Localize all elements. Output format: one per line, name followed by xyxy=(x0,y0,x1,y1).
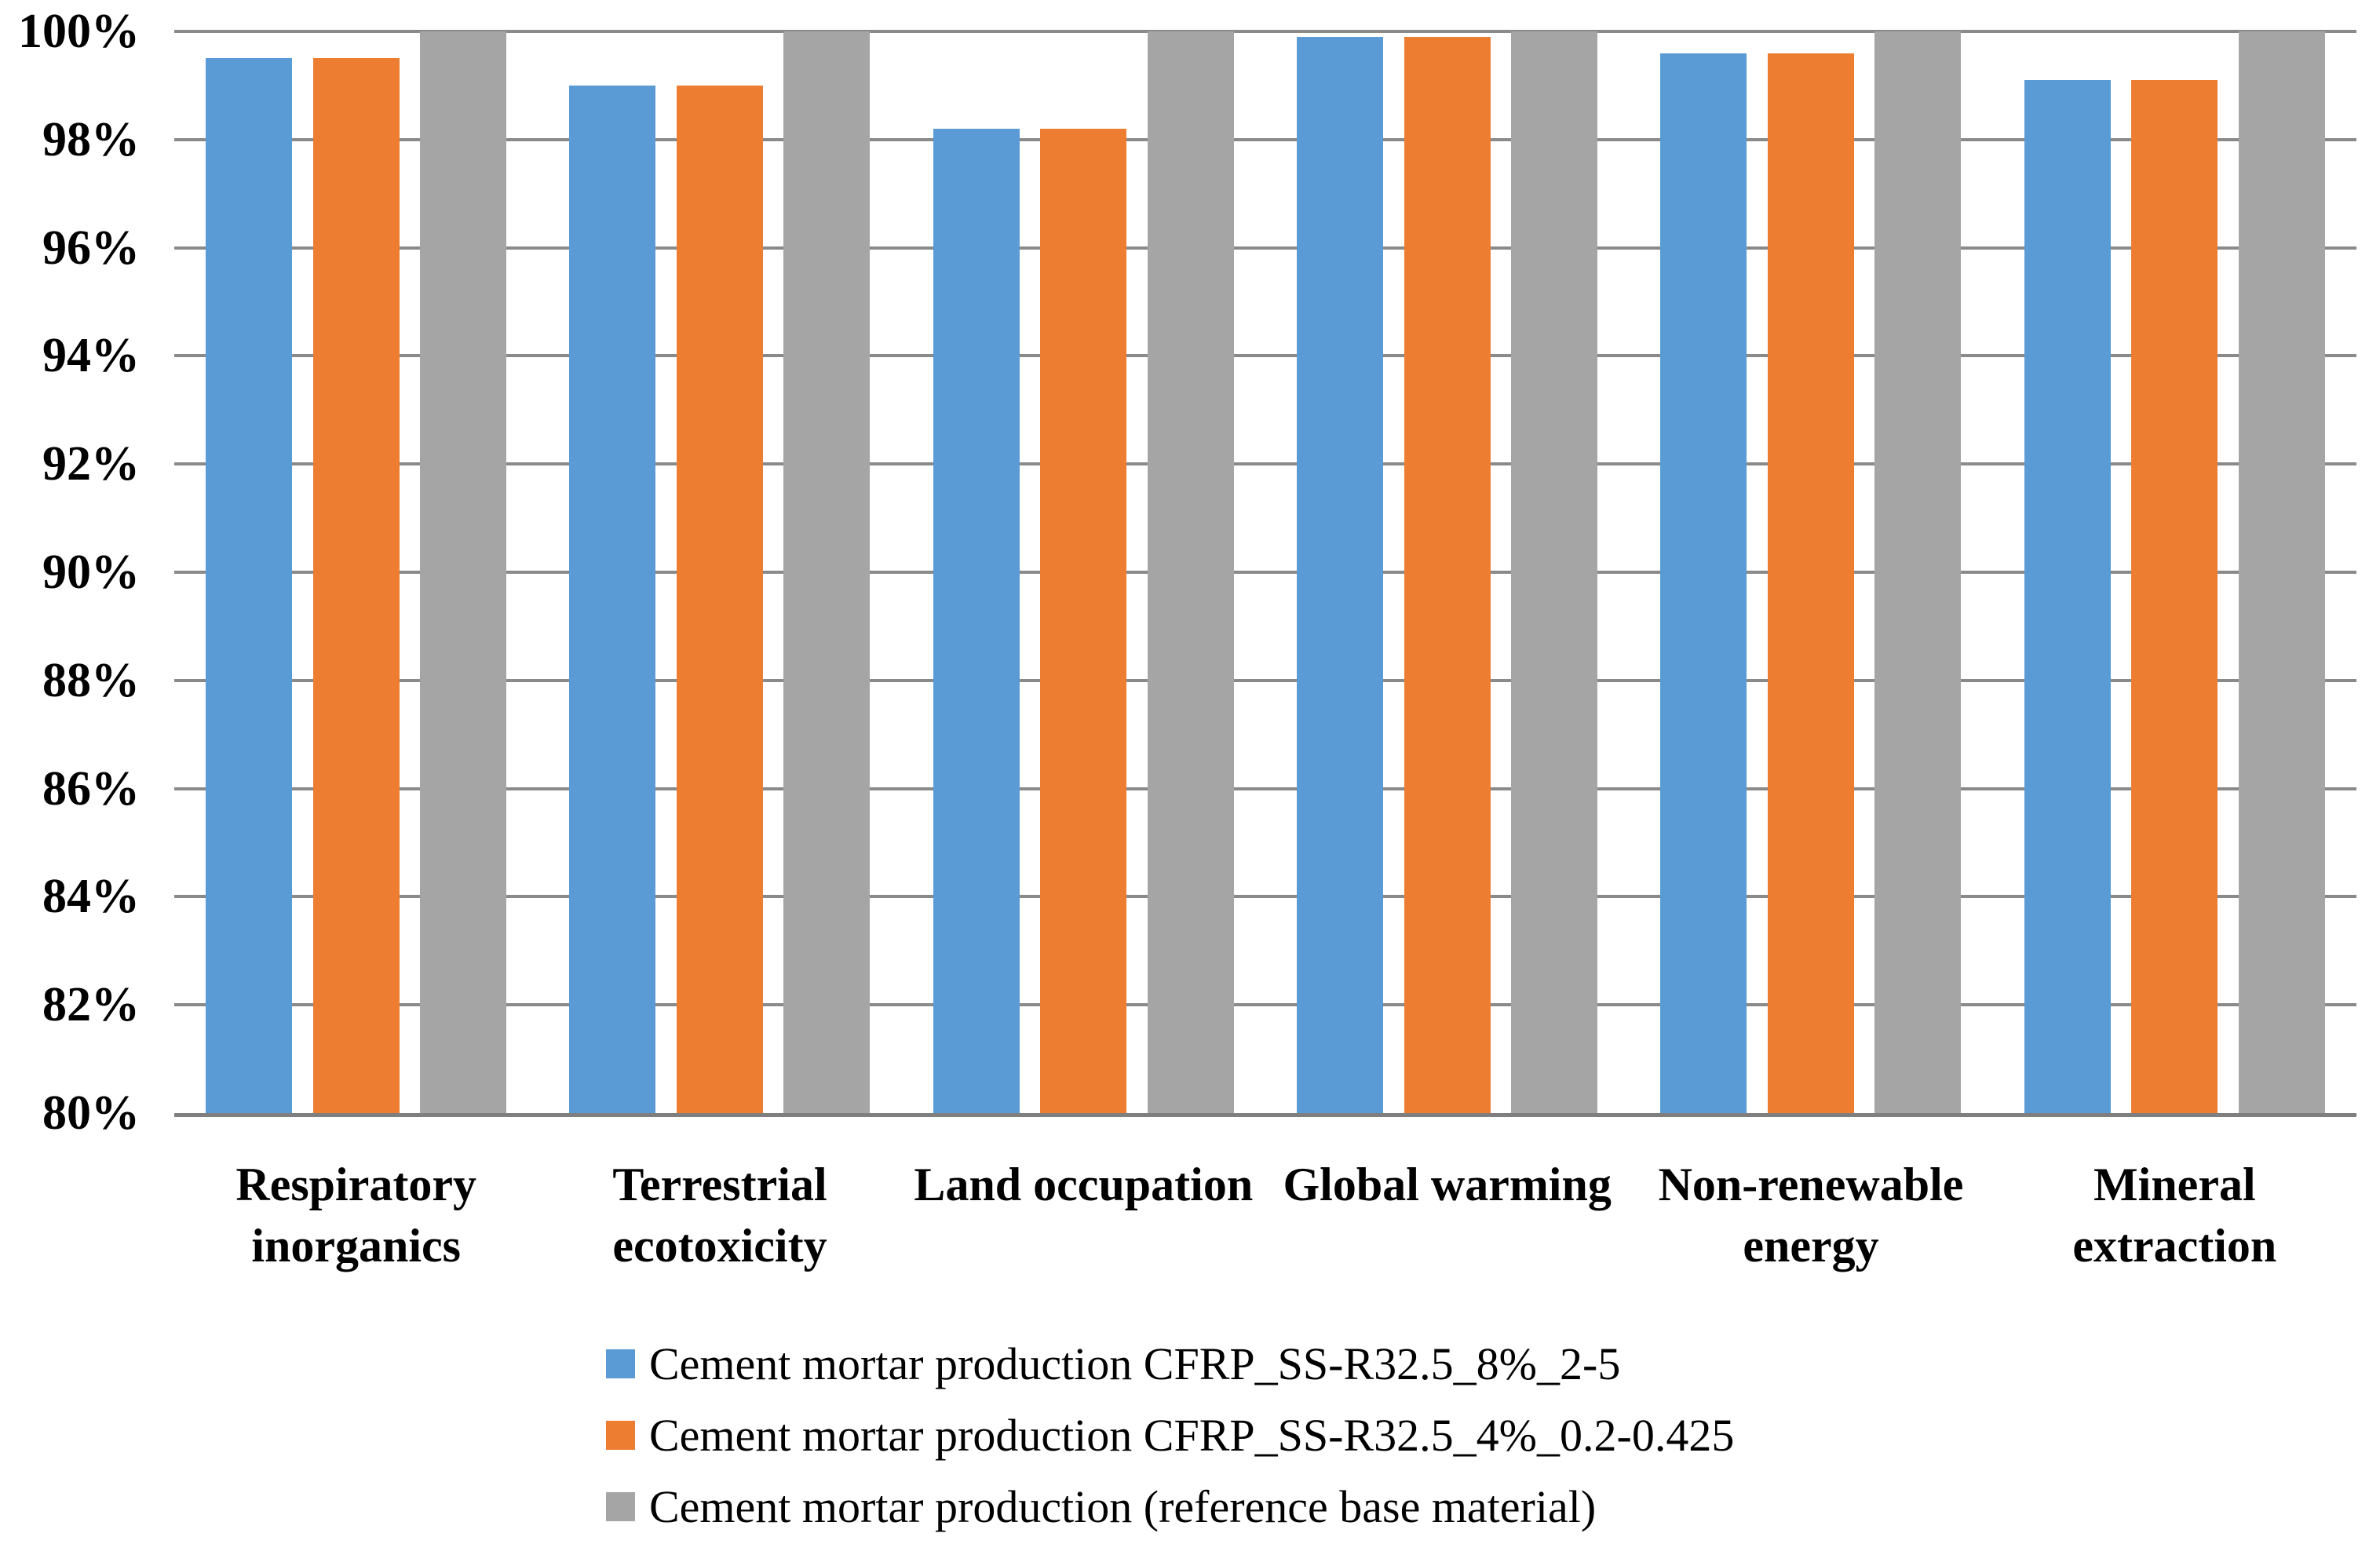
x-axis-category-label: Respiratory inorganics xyxy=(235,1159,476,1272)
legend-item: Cement mortar production CFRP_SS-R32.5_8… xyxy=(606,1328,1734,1400)
y-axis-tick-label: 100% xyxy=(18,5,140,58)
y-axis-tick-label: 82% xyxy=(42,978,140,1032)
y-axis-tick-label: 86% xyxy=(42,761,140,816)
gridline xyxy=(174,895,2356,899)
y-axis-tick-label: 80% xyxy=(42,1086,140,1140)
bar-series-2-category-2 xyxy=(676,85,763,1113)
bar-series-3-category-3 xyxy=(1147,31,1234,1113)
gridline xyxy=(174,787,2356,790)
gridline xyxy=(174,354,2356,358)
gridline xyxy=(174,571,2356,574)
gridline xyxy=(174,678,2356,682)
legend-swatch-icon xyxy=(606,1421,635,1450)
y-axis-tick-label: 84% xyxy=(42,870,140,924)
y-axis: 100% 98% 96% 94% 92% 90% 88% 86% 84% 82% 80% xyxy=(0,0,140,1544)
bar-series-2-category-1 xyxy=(312,58,400,1113)
legend-label: Cement mortar production CFRP_SS-R32.5_4… xyxy=(649,1410,1735,1461)
bar-series-3-category-4 xyxy=(1511,31,1597,1113)
x-axis-category-label: Terrestrial ecotoxicity xyxy=(612,1159,827,1272)
bar-series-2-category-4 xyxy=(1404,36,1491,1113)
y-axis-tick-label: 98% xyxy=(42,112,140,166)
y-axis-tick-label: 88% xyxy=(42,653,140,707)
bar-series-1-category-3 xyxy=(933,129,1020,1113)
bar-series-1-category-4 xyxy=(1297,36,1383,1113)
legend-swatch-icon xyxy=(606,1492,635,1521)
bar-series-1-category-1 xyxy=(206,58,292,1113)
legend-label: Cement mortar production CFRP_SS-R32.5_8… xyxy=(649,1338,1621,1389)
gridline xyxy=(174,30,2356,33)
legend-item: Cement mortar production CFRP_SS-R32.5_4… xyxy=(606,1400,1734,1471)
gridline xyxy=(174,246,2356,250)
x-axis-category-label: Land occupation xyxy=(914,1159,1254,1210)
x-axis-category-label: Mineral extraction xyxy=(2072,1159,2277,1272)
x-axis-category-label: Non-renewable energy xyxy=(1658,1159,1964,1272)
x-axis: Respiratory inorganics Terrestrial ecotox… xyxy=(174,1154,2356,1327)
legend: Cement mortar production CFRP_SS-R32.5_8… xyxy=(606,1328,1734,1542)
bar-series-1-category-6 xyxy=(2024,80,2111,1113)
bar-series-2-category-3 xyxy=(1040,129,1127,1113)
bar-series-3-category-2 xyxy=(783,31,871,1113)
bar-series-3-category-6 xyxy=(2238,31,2325,1113)
y-axis-tick-label: 92% xyxy=(42,437,140,491)
y-axis-tick-label: 90% xyxy=(42,546,140,599)
bar-series-1-category-5 xyxy=(1660,53,1747,1113)
x-axis-line xyxy=(174,1113,2356,1117)
bar-series-2-category-6 xyxy=(2131,80,2218,1113)
y-axis-tick-label: 94% xyxy=(42,329,140,383)
bar-series-3-category-1 xyxy=(420,31,506,1113)
gridline xyxy=(174,462,2356,466)
legend-item: Cement mortar production (reference base… xyxy=(606,1471,1734,1542)
gridline xyxy=(174,1003,2356,1007)
bar-series-2-category-5 xyxy=(1767,53,1854,1113)
plot-area xyxy=(174,30,2356,1117)
bar-series-3-category-5 xyxy=(1874,31,1962,1113)
gridline xyxy=(174,137,2356,141)
legend-swatch-icon xyxy=(606,1349,635,1378)
legend-label: Cement mortar production (reference base… xyxy=(649,1481,1597,1532)
x-axis-category-label: Global warming xyxy=(1283,1159,1612,1210)
bar-series-1-category-2 xyxy=(569,85,656,1113)
y-axis-tick-label: 96% xyxy=(42,221,140,275)
